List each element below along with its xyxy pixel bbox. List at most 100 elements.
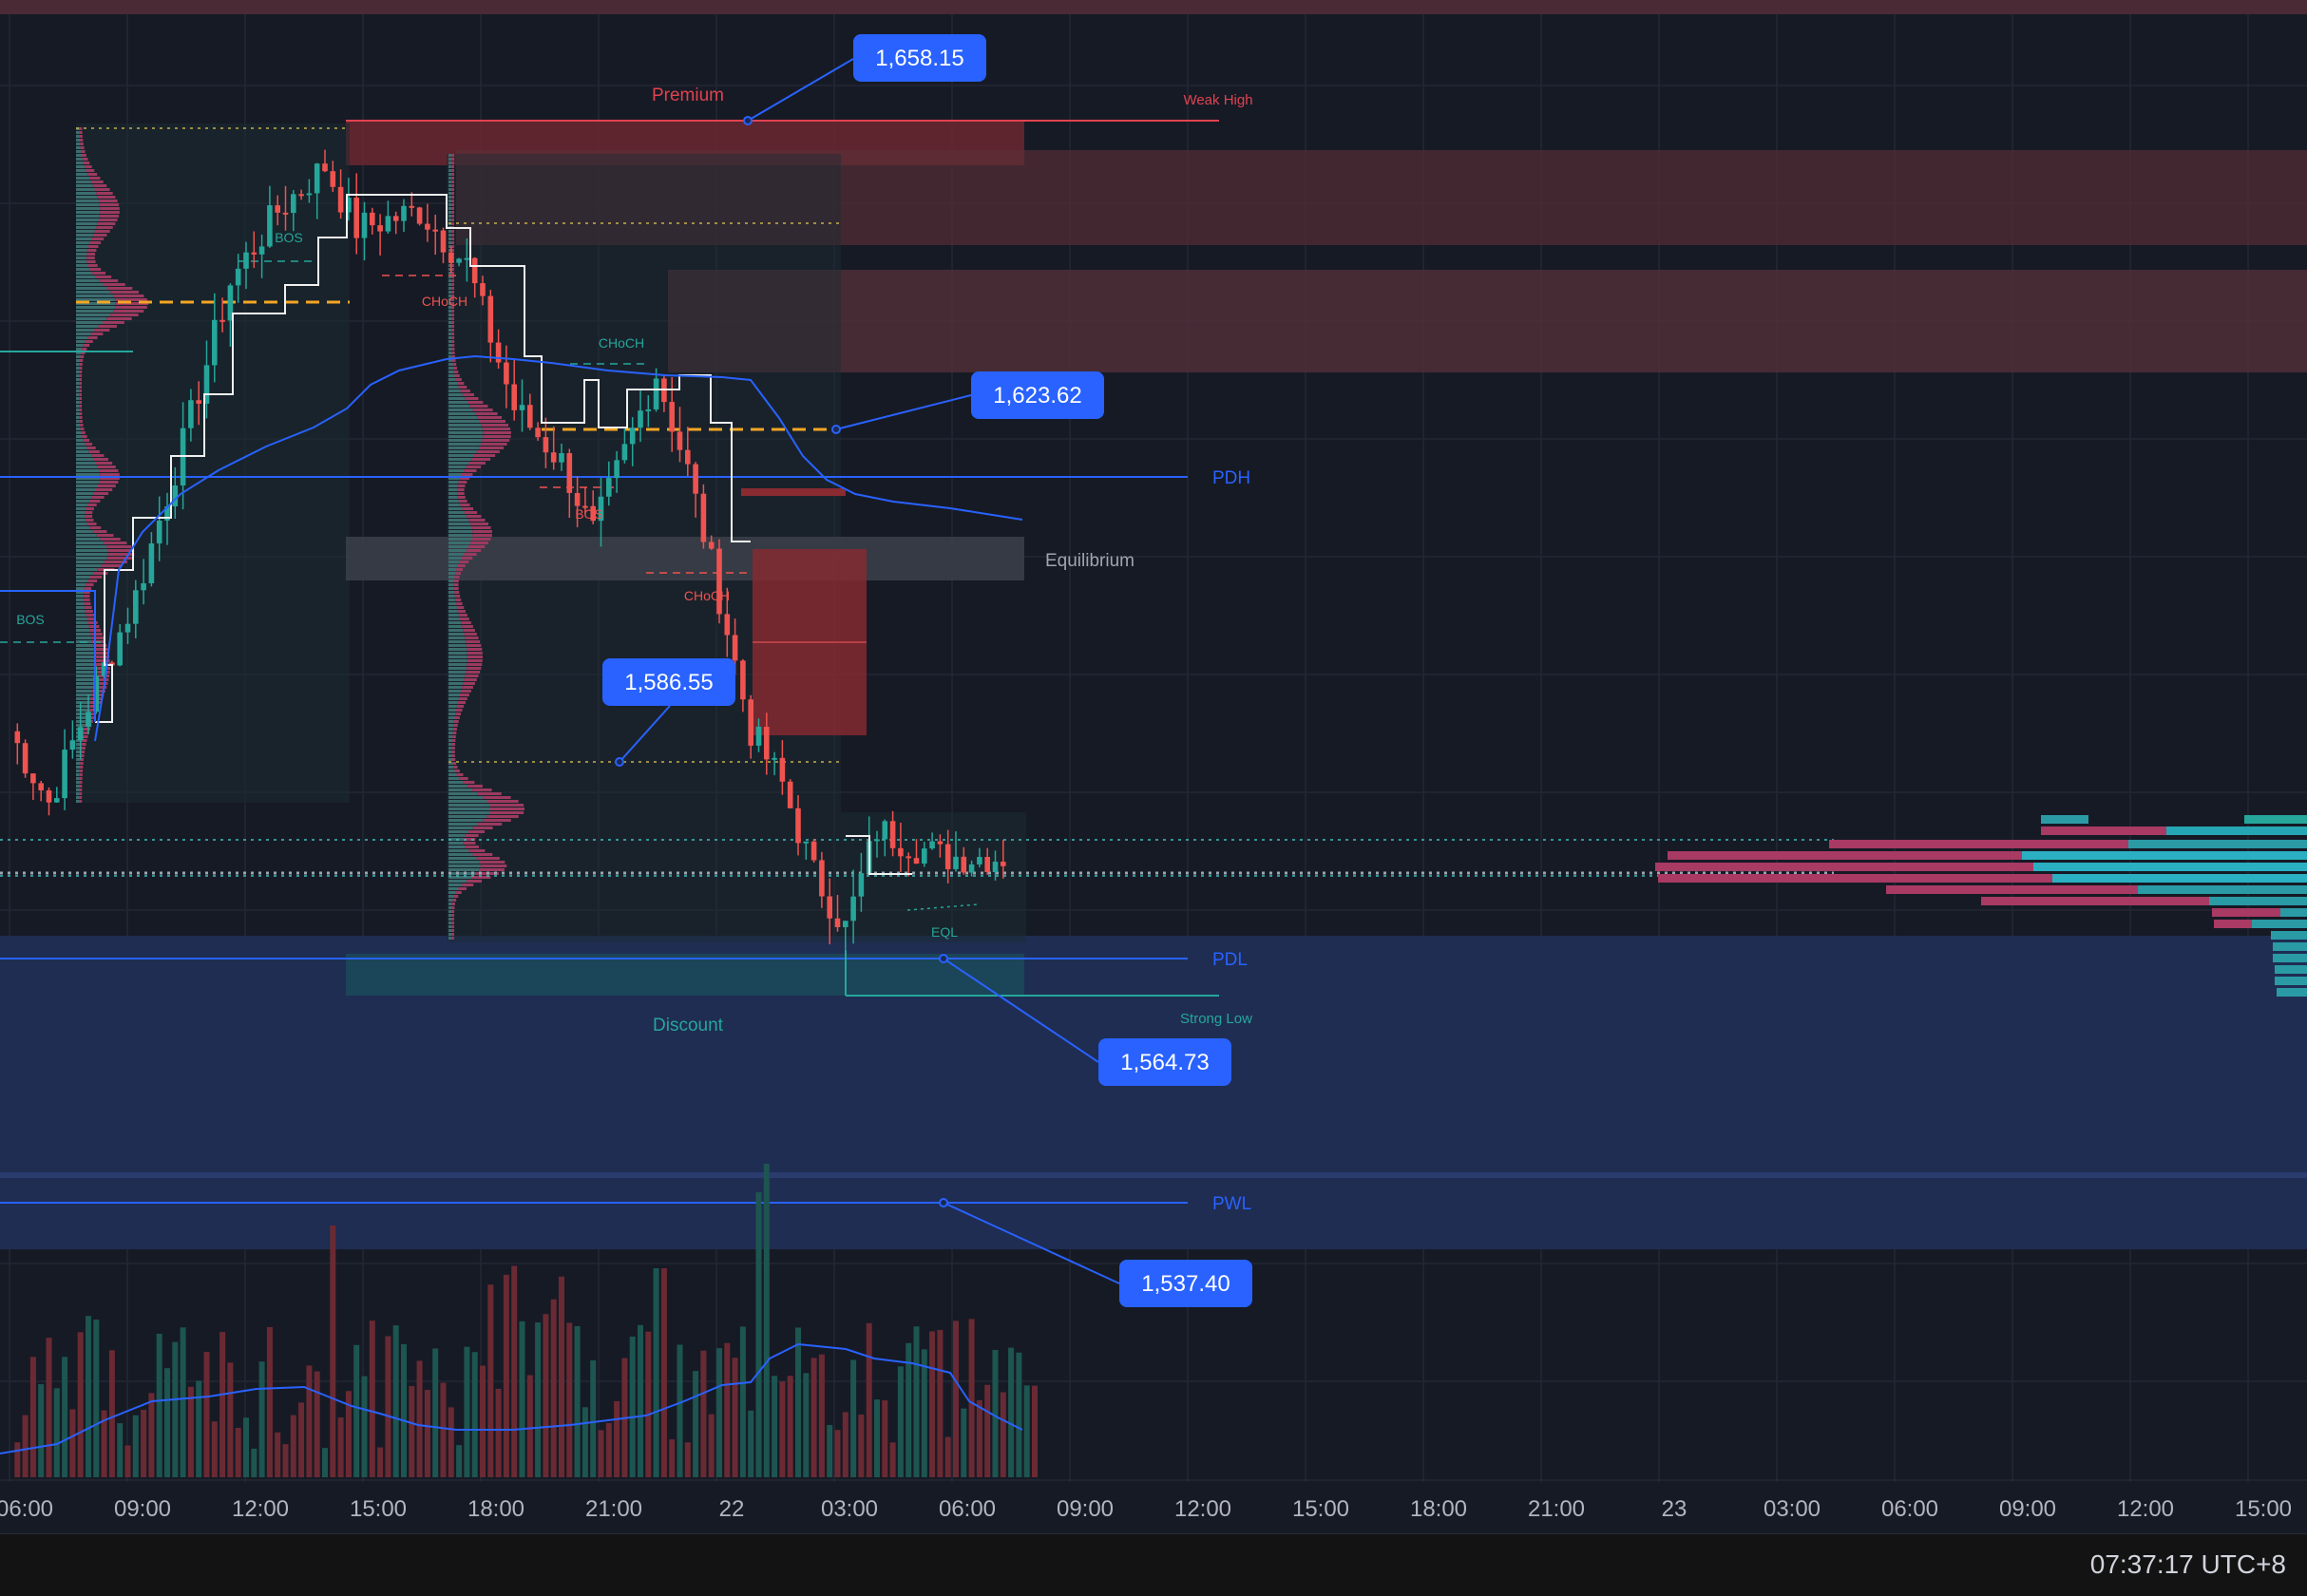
profile-2-bar-up [448, 454, 475, 457]
profile-1-bar-down [86, 507, 94, 510]
candle-body [543, 437, 549, 453]
price-callouts[interactable]: 1,658.15 1,623.62 1,586.55 1,564.73 1,537.40 [602, 34, 1252, 1307]
profile-1-bar-up [76, 196, 98, 199]
profile-2-bar-down [451, 747, 455, 750]
profile-2-bar-up [448, 895, 454, 898]
profile-2-bar-up [448, 469, 465, 472]
volume-bar [416, 1360, 423, 1477]
profile-1-bar-up [76, 283, 104, 286]
right-profile-bar [2252, 920, 2307, 928]
time-tick-label: 21:00 [585, 1496, 642, 1522]
profile-2-bar-up [448, 842, 464, 845]
time-tick-label: 21:00 [1528, 1496, 1585, 1522]
price-callout-text: 1,564.73 [1120, 1050, 1209, 1075]
profile-2-bar-up [448, 671, 467, 674]
profile-1-bar-up [76, 507, 86, 510]
profile-2-bar-down [451, 340, 455, 343]
profile-2-bar-down [464, 511, 478, 514]
profile-2-bar-up [448, 542, 471, 544]
volume-bar [196, 1380, 202, 1477]
candle-body [685, 449, 691, 465]
price-callout-box[interactable] [1119, 1260, 1252, 1307]
profile-1-bar-up [76, 743, 82, 746]
right-profile-bar [2138, 885, 2307, 894]
profile-2-bar-down [452, 367, 458, 370]
profile-2-bar-down [454, 591, 460, 594]
volume-bar [834, 1430, 841, 1477]
profile-1-bar-up [76, 618, 87, 620]
profile-1-bar-down [79, 792, 83, 795]
profile-2-bar-up [448, 823, 478, 826]
profile-1-bar-up [76, 431, 82, 434]
profile-2-bar-down [477, 823, 503, 826]
profile-1-bar-down [82, 348, 87, 351]
profile-1-bar-up [76, 656, 95, 658]
price-callout-box[interactable] [853, 34, 986, 82]
profile-2-bar-down [451, 264, 454, 267]
profile-2-bar-up [448, 363, 453, 366]
candle-body [172, 485, 179, 507]
profile-2-bar-up [448, 500, 459, 503]
profile-2-bar-down [465, 636, 479, 639]
profile-2-bar-down [460, 390, 470, 392]
profile-2-bar-down [466, 640, 481, 643]
price-callout-box[interactable] [602, 658, 735, 706]
profile-2-bar-up [448, 390, 461, 392]
candle-body [716, 548, 722, 615]
profile-2-bar-up [448, 336, 452, 339]
time-tick-label: 12:00 [2117, 1496, 2174, 1522]
profile-2-bar-up [448, 712, 456, 715]
candle-body [889, 821, 896, 848]
profile-2-bar-down [470, 522, 489, 525]
profile-2-bar-down [451, 922, 455, 924]
pdh-label: PDH [1212, 468, 1250, 488]
profile-2-bar-down [457, 382, 465, 385]
candle-body [117, 632, 123, 666]
premium-label: Premium [652, 86, 724, 105]
candle-body [196, 400, 201, 404]
profile-2-bar-down [468, 849, 486, 852]
candle-body [243, 252, 249, 269]
profile-1-bar-up [76, 363, 80, 366]
profile-2-bar-up [448, 750, 452, 753]
profile-2-bar-up [448, 884, 463, 886]
profile-2-bar-down [467, 659, 483, 662]
profile-2-bar-down [451, 348, 455, 351]
profile-2-bar-down [457, 610, 466, 613]
pwl-band [0, 1172, 2307, 1178]
profile-2-bar-down [454, 716, 460, 719]
profile-2-bar-up [448, 378, 456, 381]
candle-body [693, 464, 698, 494]
volume-bar [866, 1322, 872, 1477]
structure-label-choch: CHoCH [422, 294, 467, 309]
candle-body [732, 635, 738, 661]
price-callout-box[interactable] [1098, 1038, 1231, 1086]
candle-body [810, 841, 817, 861]
profile-1-bar-down [79, 405, 83, 408]
profile-2-bar-up [448, 808, 490, 810]
callout-leader-0 [747, 58, 854, 122]
profile-1-bar-down [100, 211, 120, 214]
profile-2-bar-up [448, 697, 459, 700]
candle-body [156, 521, 162, 544]
profile-1-bar-down [85, 610, 93, 613]
candle-body [38, 783, 44, 790]
profile-1-bar-down [79, 386, 83, 389]
profile-2-bar-down [463, 629, 475, 632]
price-callout-box[interactable] [971, 371, 1104, 419]
profile-1-bar-up [76, 636, 92, 639]
profile-1-bar-up [76, 788, 80, 791]
profile-2-bar-up [448, 853, 473, 856]
volume-bar [543, 1314, 549, 1477]
profile-1-bar-up [76, 511, 86, 514]
volume-bar [779, 1381, 786, 1477]
profile-1-bar-down [101, 564, 122, 567]
profile-2-bar-down [462, 507, 474, 510]
volume-bar [803, 1373, 810, 1477]
profile-1-bar-up [76, 428, 81, 430]
profile-2-bar-down [486, 800, 519, 803]
profile-1-bar-up [76, 538, 101, 541]
profile-1-bar-down [100, 538, 121, 541]
profile-1-bar-down [79, 393, 83, 396]
